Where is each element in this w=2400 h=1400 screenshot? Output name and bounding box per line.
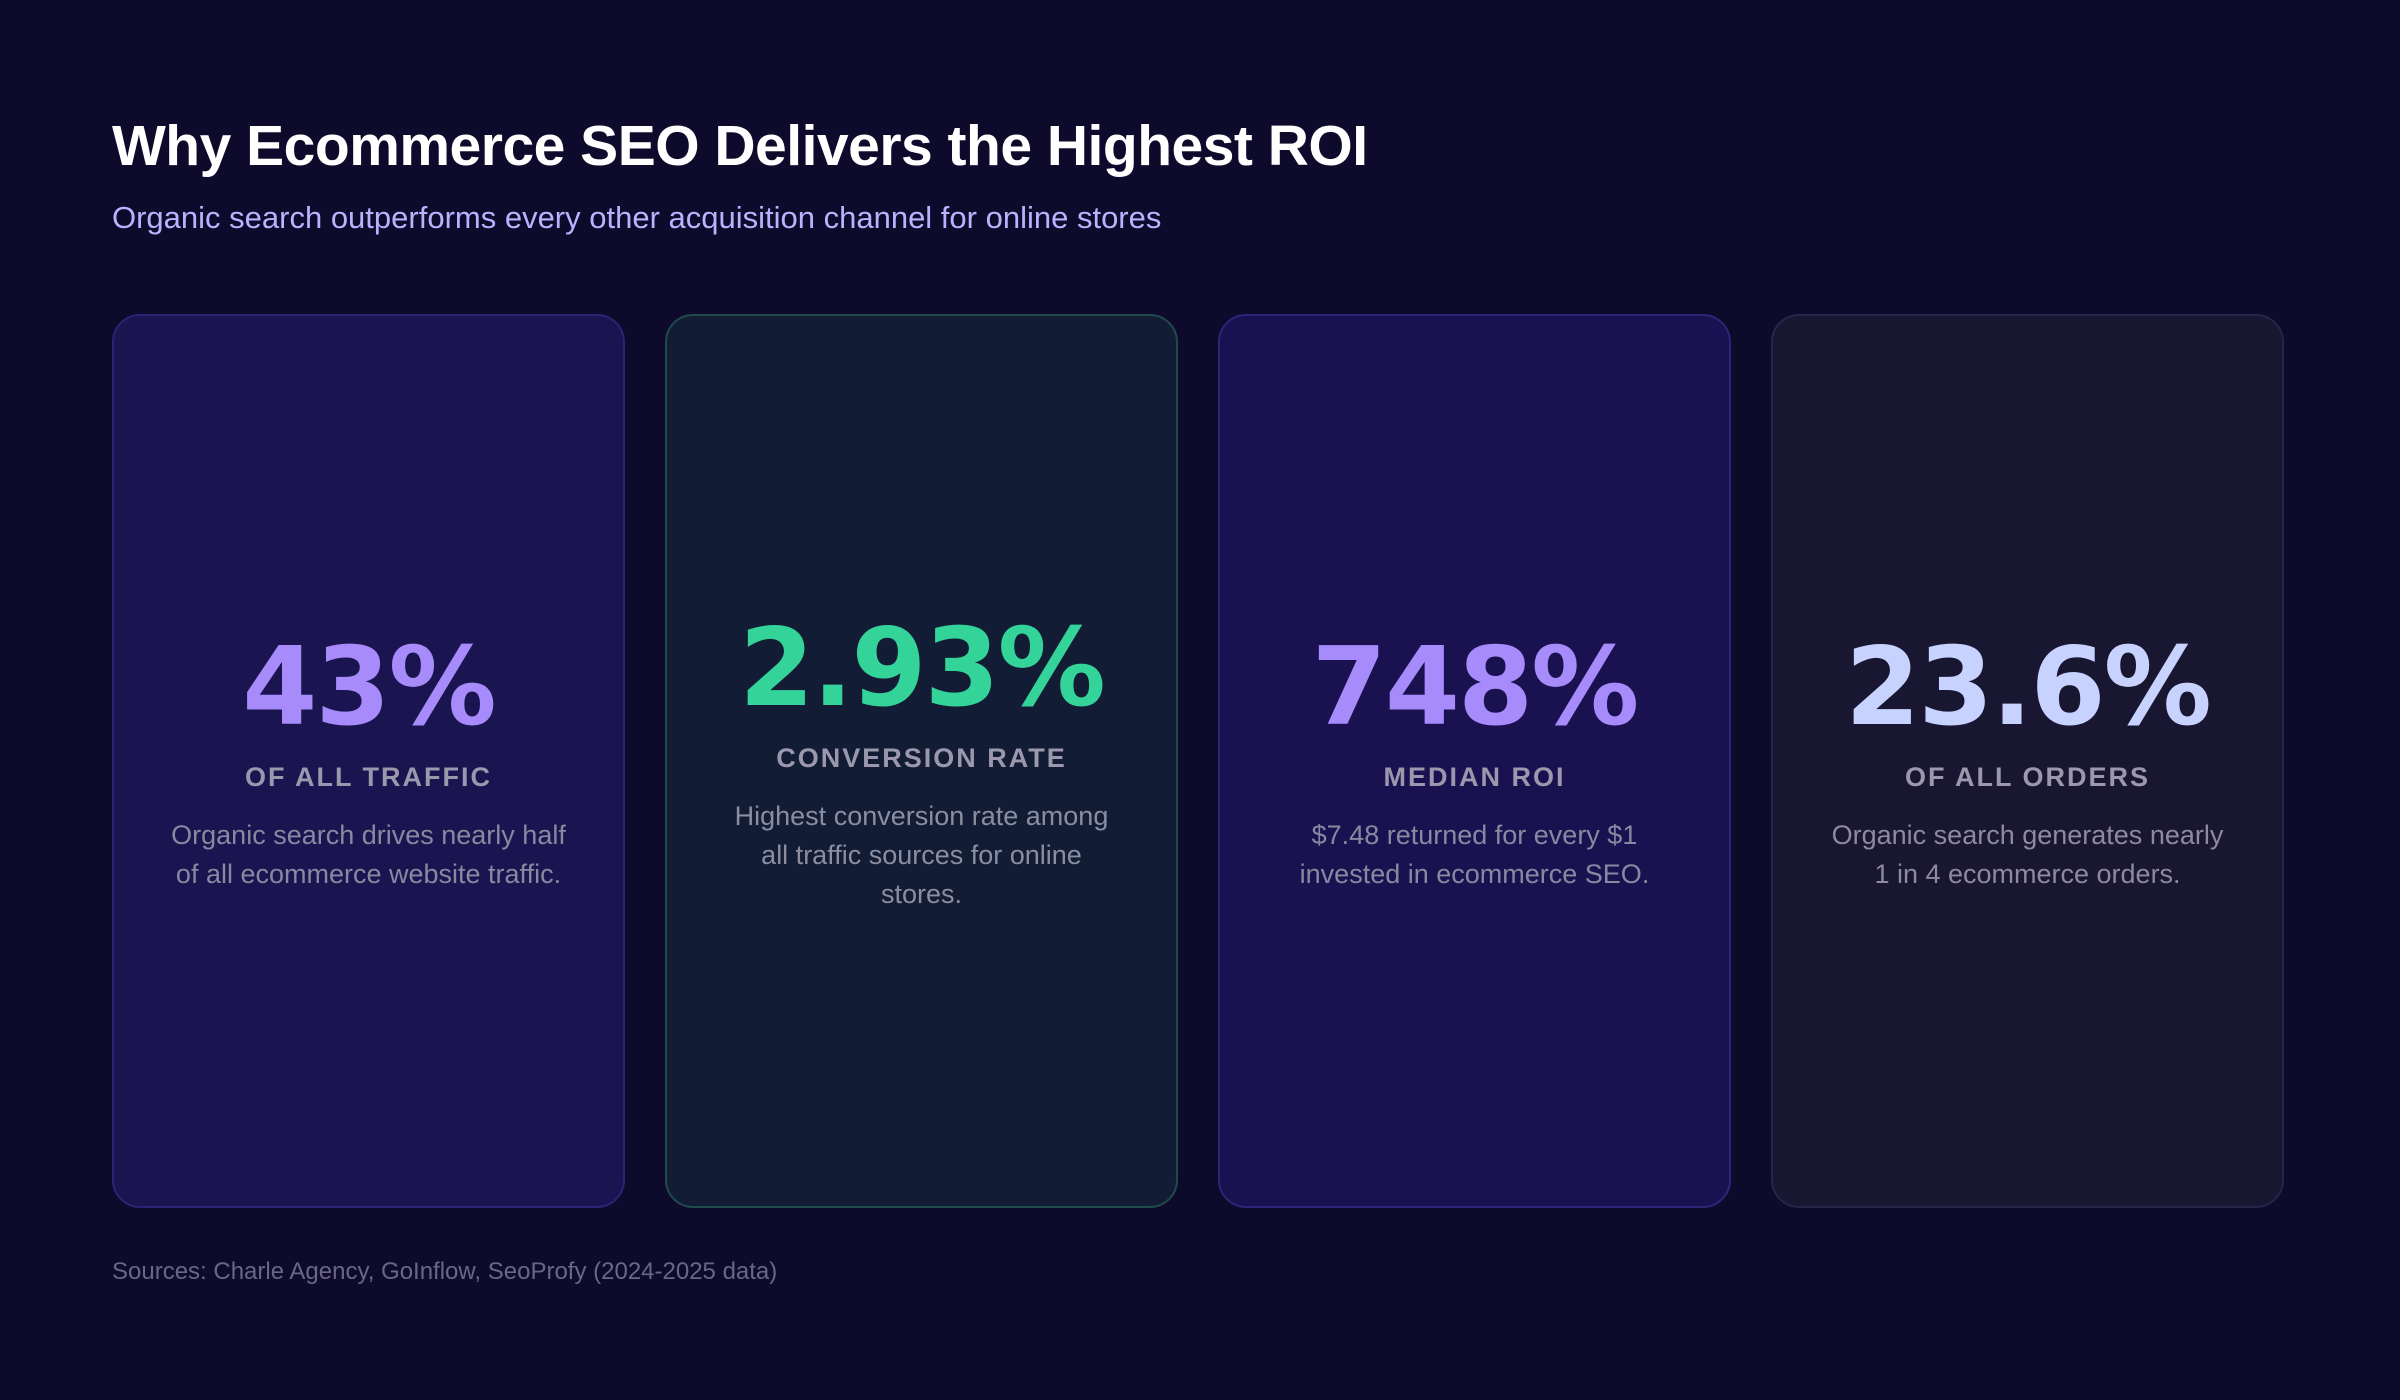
stat-label: OF ALL ORDERS xyxy=(1904,762,2150,792)
sources-footnote: Sources: Charle Agency, GoInflow, SeoPro… xyxy=(112,1258,778,1285)
stat-description: Highest conversion rate among all traffi… xyxy=(734,800,1109,909)
stat-label: CONVERSION RATE xyxy=(776,742,1067,773)
header: Why Ecommerce SEO Delivers the Highest R… xyxy=(112,108,1368,238)
stat-description: Organic search generates nearly 1 in 4 e… xyxy=(1831,820,2224,889)
stat-card-traffic: 43% OF ALL TRAFFIC Organic search drives… xyxy=(112,314,625,1208)
stat-card-roi: 748% MEDIAN ROI $7.48 returned for every… xyxy=(1218,314,1731,1208)
stat-value: 23.6% xyxy=(1845,625,2212,750)
stat-value: 43% xyxy=(242,625,497,750)
stat-value: 2.93% xyxy=(739,605,1106,731)
page-subtitle: Organic search outperforms every other a… xyxy=(112,200,1162,235)
stat-label: MEDIAN ROI xyxy=(1383,762,1566,792)
stat-description: Organic search drives nearly half of all… xyxy=(171,820,566,889)
stat-description: $7.48 returned for every $1 invested in … xyxy=(1299,820,1650,889)
page-title: Why Ecommerce SEO Delivers the Highest R… xyxy=(112,114,1368,178)
stat-label: OF ALL TRAFFIC xyxy=(245,762,492,792)
stat-card-orders: 23.6% OF ALL ORDERS Organic search gener… xyxy=(1771,314,2284,1208)
stat-card-conversion: 2.93% CONVERSION RATE Highest conversion… xyxy=(665,314,1178,1208)
stat-cards: 43% OF ALL TRAFFIC Organic search drives… xyxy=(112,314,2284,1208)
stat-value: 748% xyxy=(1311,625,1640,750)
